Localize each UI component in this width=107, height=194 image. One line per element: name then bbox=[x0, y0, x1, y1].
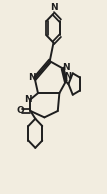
Text: O: O bbox=[16, 107, 24, 115]
Text: N: N bbox=[24, 95, 31, 104]
Text: N: N bbox=[28, 73, 36, 82]
Text: N: N bbox=[62, 63, 69, 72]
Text: N: N bbox=[65, 72, 72, 81]
Text: N: N bbox=[50, 3, 57, 12]
